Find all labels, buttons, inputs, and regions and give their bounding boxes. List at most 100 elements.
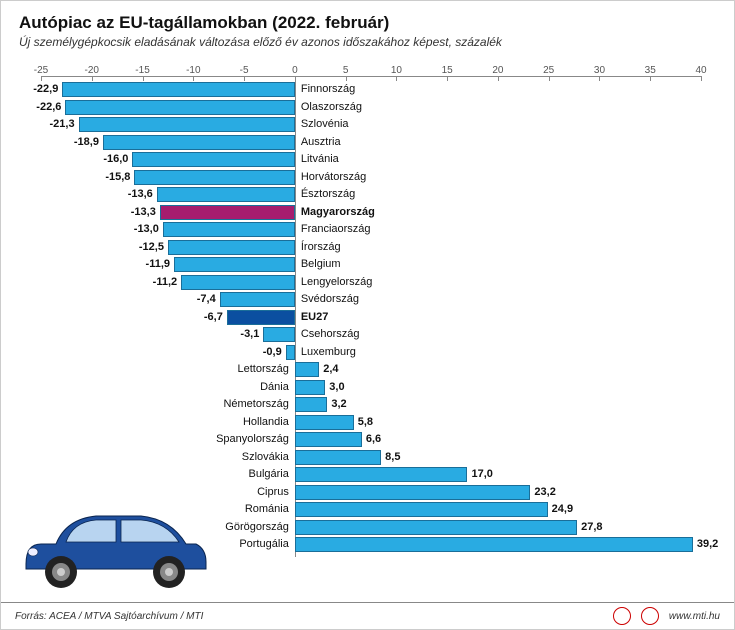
x-tick [41, 76, 42, 81]
x-tick-label: 20 [492, 65, 503, 76]
x-axis-labels: -25-20-15-10-50510152025303540 [41, 65, 701, 79]
x-tick [143, 76, 144, 81]
x-tick-label: -20 [85, 65, 99, 76]
bar-row: Svédország-7,4 [41, 291, 701, 309]
bar [295, 415, 354, 430]
bar [295, 520, 577, 535]
country-label: Spanyolország [216, 433, 289, 445]
bar [168, 240, 295, 255]
value-label: 24,9 [552, 503, 573, 515]
country-label: Románia [245, 503, 289, 515]
country-label: Horvátország [301, 171, 366, 183]
bar-row: Franciaország-13,0 [41, 221, 701, 239]
value-label: 3,2 [331, 398, 346, 410]
x-tick-label: -5 [240, 65, 249, 76]
bar-row: Luxemburg -0,9 [41, 344, 701, 362]
value-label: 5,8 [358, 416, 373, 428]
value-label: -11,2 [153, 276, 177, 288]
country-label: Finnország [301, 83, 355, 95]
value-label: -12,5 [139, 241, 164, 253]
country-label: Dánia [260, 381, 289, 393]
x-tick [701, 76, 702, 81]
x-tick [650, 76, 651, 81]
bar [134, 170, 294, 185]
x-tick [92, 76, 93, 81]
site-url: www.mti.hu [669, 611, 720, 622]
x-tick-label: 0 [292, 65, 298, 76]
footer-right: www.mti.hu [613, 607, 720, 625]
bar [295, 467, 468, 482]
bar-row: Észtország -13,6 [41, 186, 701, 204]
country-label: Hollandia [243, 416, 289, 428]
value-label: -3,1 [240, 328, 259, 340]
x-tick [346, 76, 347, 81]
bar-row: Finnország-22,9 [41, 81, 701, 99]
bar-row: Hollandia 5,8 [41, 414, 701, 432]
chart-container: Autópiac az EU-tagállamokban (2022. febr… [0, 0, 735, 630]
x-tick [295, 76, 296, 81]
bar [62, 82, 295, 97]
bar-row: Dánia3,0 [41, 379, 701, 397]
bar-row: Lengyelország-11,2 [41, 274, 701, 292]
country-label: Szlovákia [242, 451, 289, 463]
bar-row: Olaszország-22,6 [41, 99, 701, 117]
x-tick-label: 25 [543, 65, 554, 76]
value-label: -13,3 [131, 206, 156, 218]
country-label: Litvánia [301, 153, 339, 165]
footer: Forrás: ACEA / MTVA Sajtóarchívum / MTI … [1, 602, 734, 629]
country-label: Belgium [301, 258, 341, 270]
x-tick-label: 5 [343, 65, 349, 76]
value-label: -6,7 [204, 311, 223, 323]
country-label: Írország [301, 241, 341, 253]
chart-title: Autópiac az EU-tagállamokban (2022. febr… [19, 13, 716, 33]
bar [132, 152, 294, 167]
bar-row: Csehország-3,1 [41, 326, 701, 344]
bar [286, 345, 295, 360]
bar-row: Horvátország-15,8 [41, 169, 701, 187]
bar [295, 380, 325, 395]
x-tick-label: 30 [594, 65, 605, 76]
country-label: Ausztria [301, 136, 341, 148]
bar-row: Ausztria-18,9 [41, 134, 701, 152]
value-label: -22,9 [33, 83, 58, 95]
country-label: Luxemburg [301, 346, 356, 358]
bar-row: Belgium-11,9 [41, 256, 701, 274]
bar [295, 450, 381, 465]
logo-icon [641, 607, 659, 625]
country-label: Magyarország [301, 206, 375, 218]
value-label: 27,8 [581, 521, 602, 533]
value-label: -21,3 [50, 118, 75, 130]
bar [220, 292, 295, 307]
value-label: -0,9 [263, 346, 282, 358]
value-label: -22,6 [36, 101, 61, 113]
x-tick [447, 76, 448, 81]
bar [79, 117, 295, 132]
bar-row: EU27-6,7 [41, 309, 701, 327]
value-label: 17,0 [471, 468, 492, 480]
country-label: Portugália [239, 538, 289, 550]
value-label: 23,2 [534, 486, 555, 498]
bars-group: Finnország-22,9Olaszország-22,6Szlovénia… [41, 81, 701, 554]
logo-icon [613, 607, 631, 625]
chart-subtitle: Új személygépkocsik eladásának változása… [19, 35, 716, 49]
source-text: Forrás: ACEA / MTVA Sajtóarchívum / MTI [15, 611, 203, 622]
x-tick-label: -25 [34, 65, 48, 76]
bar [65, 100, 294, 115]
value-label: 39,2 [697, 538, 718, 550]
country-label: Észtország [301, 188, 355, 200]
bar [295, 485, 531, 500]
bar-row: Spanyolország 6,6 [41, 431, 701, 449]
value-label: 8,5 [385, 451, 400, 463]
x-tick [244, 76, 245, 81]
bar-row: Írország -12,5 [41, 239, 701, 257]
bar-row: Bulgária17,0 [41, 466, 701, 484]
bar [227, 310, 295, 325]
x-tick-label: 40 [695, 65, 706, 76]
bar [160, 205, 295, 220]
x-tick-label: 35 [645, 65, 656, 76]
value-label: 6,6 [366, 433, 381, 445]
value-label: -13,6 [128, 188, 153, 200]
value-label: -13,0 [134, 223, 159, 235]
bar [103, 135, 295, 150]
bar [295, 537, 693, 552]
